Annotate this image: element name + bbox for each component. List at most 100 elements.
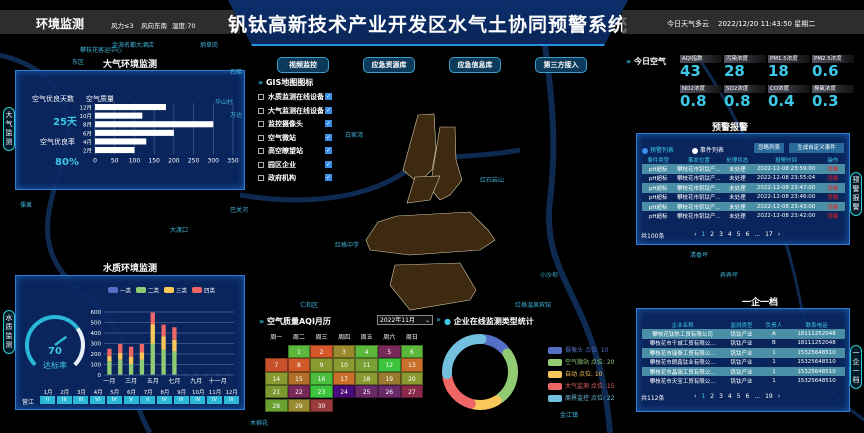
calendar-day[interactable]: 9	[310, 358, 333, 372]
layer-checkbox[interactable]: ✓	[325, 174, 332, 181]
calendar-day[interactable]: 22	[287, 385, 311, 399]
calendar-day[interactable]: 19	[378, 371, 401, 385]
page-link[interactable]: 2	[710, 393, 715, 400]
table-row[interactable]: 攀枝花市天宝工贸有限公... 钒钛产业 1 15325648510	[642, 376, 845, 385]
table-row[interactable]: pH超标 攀枝花市钒钛产... 未处理 2022-12-08 23:43:00 忽略	[642, 201, 845, 212]
table-row[interactable]: 攀枝花市晶瑞工贸有限公... 钒钛产业 1 15325648510	[642, 366, 845, 377]
layer-checkbox[interactable]: ✓	[325, 133, 332, 141]
layer-checkbox[interactable]: ✓	[325, 147, 332, 154]
page-link[interactable]: ...	[754, 393, 761, 400]
calendar-day[interactable]: 4	[355, 345, 378, 359]
table-row[interactable]: pH超标 攀枝花市钒钛产... 未处理 2022-12-08 23:42:00 忽略	[642, 211, 845, 220]
table-row[interactable]: pH超标 攀枝花市钒钛产... 未处理 2022-12-08 23:46:00 忽略	[642, 193, 845, 202]
page-link[interactable]: 6	[745, 231, 750, 238]
calendar-day[interactable]: 26	[378, 385, 401, 399]
legend-swatch	[108, 287, 118, 293]
nav-button[interactable]: 应急信息库	[449, 57, 501, 73]
water-month-header: 2月	[60, 390, 70, 396]
page-link[interactable]: 3	[719, 231, 723, 238]
table-cell: 未处理	[729, 195, 746, 202]
donut-legend-item[interactable]: 摄像头 点位: 10	[548, 345, 608, 354]
page-link[interactable]: 19	[765, 393, 773, 400]
page-link[interactable]: ›	[777, 393, 781, 400]
nav-button[interactable]: 第三方接入	[535, 57, 587, 73]
table-header: 处理状态	[726, 157, 749, 164]
side-tab-water[interactable]: 水质监测	[3, 310, 15, 354]
calendar-day[interactable]: 2	[310, 345, 333, 359]
calendar-day[interactable]: 30	[310, 398, 333, 412]
calendar-day[interactable]: 6	[400, 345, 424, 359]
side-tab-enterprise[interactable]: 一企一档	[850, 345, 862, 389]
calendar-day[interactable]: 18	[355, 371, 378, 385]
calendar-day[interactable]: 7	[265, 358, 288, 372]
nav-button[interactable]: 应急资源库	[363, 57, 415, 73]
ignore-list-button[interactable]: 忽略列表	[754, 143, 784, 153]
calendar-day[interactable]: 5	[378, 345, 401, 359]
table-row[interactable]: 攀枝花市瑞泰工贸有限公... 钒钛产业 1 15325648510	[642, 348, 845, 358]
table-row[interactable]: pH超标 攀枝花市钒钛产... 未处理 2022-12-08 23:59:00 忽略	[642, 164, 845, 174]
layer-checkbox[interactable]: ✓	[325, 160, 332, 168]
table-row[interactable]: 攀枝花钛陈工贸有限公司 钒钛产业 A 18111252048	[642, 329, 845, 339]
page-link[interactable]: ‹	[694, 231, 697, 238]
page-link[interactable]: 5	[736, 393, 741, 400]
layer-checkbox[interactable]: ✓	[325, 106, 332, 114]
layer-checkbox[interactable]: ✓	[325, 120, 332, 127]
donut-legend-item[interactable]: 自动 点位: 10	[548, 369, 602, 378]
side-tab-alarm[interactable]: 预警报警	[850, 172, 862, 216]
nav-button[interactable]: 视频监控	[277, 57, 329, 73]
calendar-day[interactable]: 3	[332, 345, 356, 359]
page-link[interactable]: ...	[754, 231, 761, 238]
page-link[interactable]: ›	[777, 231, 781, 238]
create-event-button[interactable]: 生成自定义事件	[789, 143, 844, 153]
calendar-day[interactable]: 12	[378, 358, 401, 372]
ignore-action[interactable]: 忽略	[827, 214, 839, 221]
ignore-action[interactable]: 忽略	[827, 176, 839, 183]
table-row[interactable]: 攀枝花市千城工贸有限公... 钒钛产业 B 18111252048	[642, 339, 845, 348]
calendar-day[interactable]: 14	[265, 371, 288, 385]
page-link[interactable]: ‹	[694, 393, 697, 400]
calendar-day[interactable]: 13	[400, 358, 424, 372]
donut-legend-item[interactable]: 周界监控 点位: 22	[548, 393, 614, 402]
page-link[interactable]: 17	[765, 231, 773, 238]
page-link[interactable]: 1	[701, 231, 706, 238]
calendar-day[interactable]: 25	[355, 385, 378, 399]
page-link[interactable]: 2	[710, 231, 715, 238]
donut-legend-item[interactable]: 大气监测 点位: 15	[548, 381, 614, 390]
page-link[interactable]: 1	[701, 393, 706, 400]
layer-checkbox[interactable]: ✓	[325, 93, 332, 100]
calendar-day[interactable]: 1	[287, 345, 311, 359]
calendar-day[interactable]: 15	[287, 371, 311, 385]
calendar-day[interactable]: 29	[287, 398, 311, 412]
map-place-label: 红石岩山	[480, 177, 505, 184]
calendar-day[interactable]: 27	[400, 385, 424, 399]
month-select[interactable]: 2022年11月 ⌄	[377, 315, 433, 325]
calendar-day[interactable]: 23	[310, 385, 333, 399]
stacked-bar-segment	[139, 374, 145, 375]
donut-legend-item[interactable]: 空气微站 点位: 20	[548, 357, 614, 366]
calendar-day[interactable]: 24	[332, 385, 356, 399]
calendar-day[interactable]: 21	[265, 385, 288, 399]
ignore-action[interactable]: 忽略	[820, 164, 845, 174]
page-link[interactable]: 3	[719, 393, 723, 400]
ignore-action[interactable]: 忽略	[827, 195, 839, 202]
page-link[interactable]: 4	[727, 231, 732, 238]
page-link[interactable]: 6	[745, 393, 750, 400]
calendar-day[interactable]: 17	[332, 371, 356, 385]
page-link[interactable]: 4	[727, 393, 732, 400]
calendar-day[interactable]: 28	[265, 398, 288, 412]
ignore-action[interactable]: 忽略	[820, 183, 845, 193]
page-link[interactable]: 5	[736, 231, 741, 238]
side-tab-air[interactable]: 大气监测	[3, 107, 15, 151]
radio-alarm-list[interactable]: 预警列表	[642, 145, 674, 154]
district-shapes[interactable]	[365, 113, 496, 311]
calendar-day[interactable]: 11	[355, 358, 378, 372]
radio-event-list[interactable]: 事件列表	[692, 145, 724, 154]
calendar-day[interactable]: 16	[310, 371, 333, 385]
calendar-day[interactable]: 20	[400, 371, 424, 385]
ignore-action[interactable]: 忽略	[820, 201, 845, 212]
calendar-day[interactable]: 8	[287, 358, 311, 372]
table-row[interactable]: pH超标 攀枝花市钒钛产... 未处理 2022-12-08 23:47:00 忽略	[642, 183, 845, 193]
calendar-day[interactable]: 10	[332, 358, 356, 372]
table-row[interactable]: 攀枝花市朗鑫钛业有限公... 钒钛产业 1 15325648510	[642, 358, 845, 367]
table-row[interactable]: pH超标 攀枝花市钒钛产... 未处理 2022-12-08 23:55:04 忽略	[642, 174, 845, 183]
